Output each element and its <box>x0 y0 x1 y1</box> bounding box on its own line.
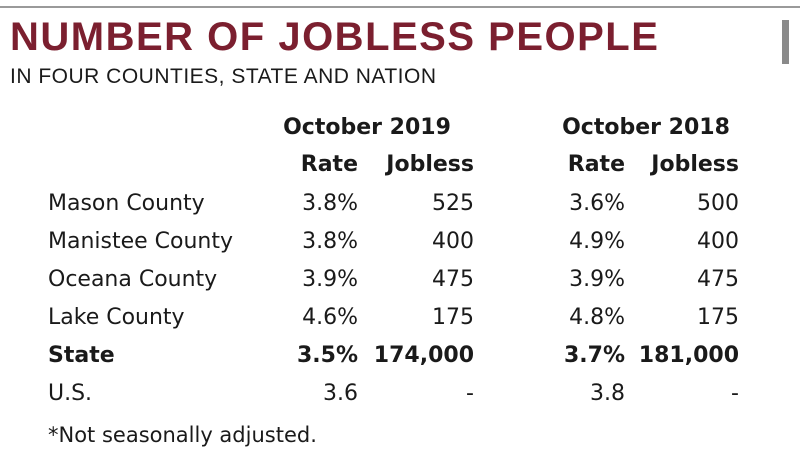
table-row: Lake County 4.6% 175 4.8% 175 <box>0 301 800 335</box>
table-cell: 175 <box>432 305 474 330</box>
table-row: Oceana County 3.9% 475 3.9% 475 <box>0 263 800 297</box>
table-cell: 3.8% <box>302 191 358 216</box>
table-cell: 4.9% <box>569 229 625 254</box>
table-row: Manistee County 3.8% 400 4.9% 400 <box>0 225 800 259</box>
table-cell: 3.8 <box>590 381 625 406</box>
table-row: Mason County 3.8% 525 3.6% 500 <box>0 187 800 221</box>
table-cell: 500 <box>697 191 739 216</box>
row-label: Oceana County <box>48 267 218 292</box>
table-cell: - <box>731 381 739 406</box>
table-cell: 4.6% <box>302 305 358 330</box>
column-header-jobless: Jobless <box>386 152 474 177</box>
table-cell: 4.8% <box>569 305 625 330</box>
table-cell: 525 <box>432 191 474 216</box>
table-cell: 3.6 <box>323 381 358 406</box>
table-cell: 181,000 <box>638 343 739 368</box>
row-label: Mason County <box>48 191 205 216</box>
scrollbar-thumb[interactable] <box>782 20 789 64</box>
row-label: Manistee County <box>48 229 234 254</box>
table-row: U.S. 3.6 - 3.8 - <box>0 377 800 411</box>
chart-subtitle: IN FOUR COUNTIES, STATE AND NATION <box>10 65 437 88</box>
period-header: October 2019 <box>283 115 451 140</box>
column-header-rate: Rate <box>300 152 358 177</box>
table-cell: 400 <box>432 229 474 254</box>
column-header-rate: Rate <box>567 152 625 177</box>
table-cell: 400 <box>697 229 739 254</box>
table-cell: 175 <box>697 305 739 330</box>
row-label: State <box>48 343 115 368</box>
table-cell: 3.9% <box>302 267 358 292</box>
chart-title: NUMBER OF JOBLESS PEOPLE <box>10 15 660 59</box>
row-label: Lake County <box>48 305 185 330</box>
column-header-jobless: Jobless <box>651 152 739 177</box>
table-cell: 3.5% <box>296 343 358 368</box>
period-header: October 2018 <box>562 115 730 140</box>
row-label: U.S. <box>48 381 93 406</box>
footnote: *Not seasonally adjusted. <box>48 423 317 447</box>
table-cell: 174,000 <box>373 343 474 368</box>
table-cell: 475 <box>432 267 474 292</box>
top-border-line <box>0 6 800 8</box>
table-cell: 475 <box>697 267 739 292</box>
table-cell: 3.9% <box>569 267 625 292</box>
table-row: State 3.5% 174,000 3.7% 181,000 <box>0 339 800 373</box>
table-cell: - <box>466 381 474 406</box>
table-cell: 3.6% <box>569 191 625 216</box>
table-cell: 3.7% <box>563 343 625 368</box>
table-cell: 3.8% <box>302 229 358 254</box>
